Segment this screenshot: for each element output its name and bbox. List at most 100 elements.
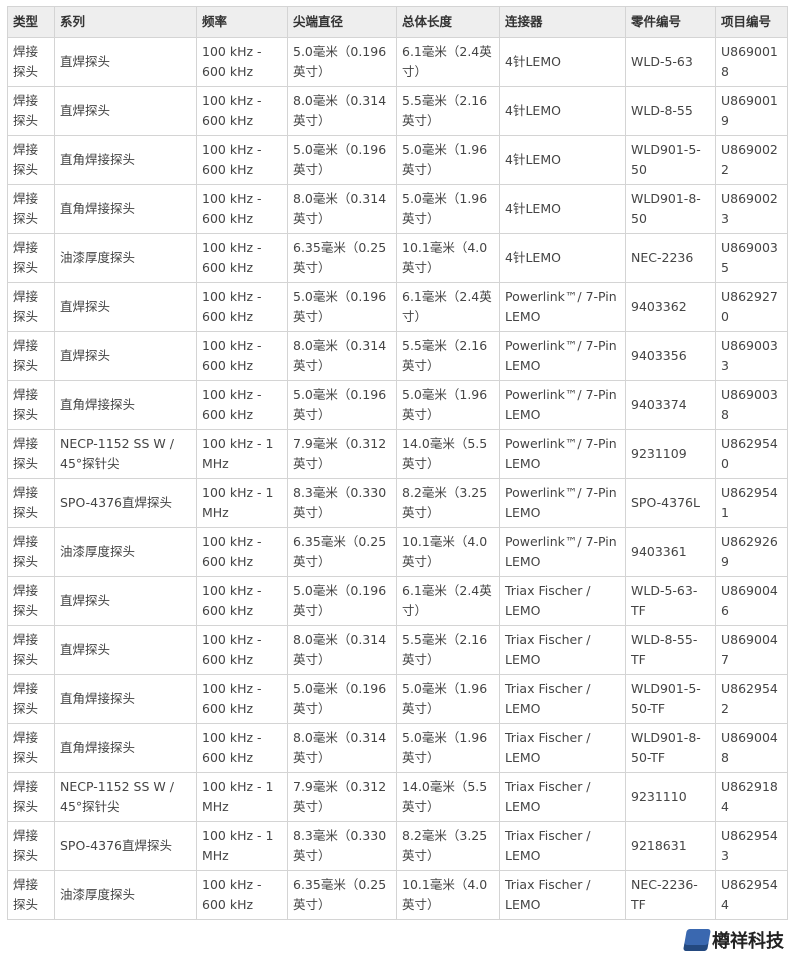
table-cell: 6.1毫米（2.4英寸） (396, 37, 500, 87)
table-cell: Powerlink™/ 7-Pin LEMO (499, 380, 626, 430)
column-header: 系列 (54, 6, 197, 38)
table-cell: 直焊探头 (54, 86, 197, 136)
table-cell: 100 kHz - 600 kHz (196, 576, 288, 626)
table-cell: 8.0毫米（0.314英寸） (287, 625, 397, 675)
table-row: 焊接探头 直焊探头 100 kHz - 600 kHz 5.0毫米（0.196英寸） 6… (7, 37, 788, 87)
table-cell: 焊接探头 (7, 233, 55, 283)
table-cell: 焊接探头 (7, 282, 55, 332)
table-cell: WLD-8-55 (625, 86, 716, 136)
table-cell: 焊接探头 (7, 527, 55, 577)
table-cell: 焊接探头 (7, 429, 55, 479)
table-row: 焊接探头 直角焊接探头 100 kHz - 600 kHz 5.0毫米（0.196英寸… (7, 380, 788, 430)
table-cell: 4针LEMO (499, 37, 626, 87)
table-cell: U8629270 (715, 282, 788, 332)
table-cell: 100 kHz - 1 MHz (196, 478, 288, 528)
table-cell: 14.0毫米（5.5英寸） (396, 429, 500, 479)
table-cell: Triax Fischer / LEMO (499, 576, 626, 626)
header-row: 类型 系列 频率 尖端直径 总体长度 连接器 零件编号 项目编号 (7, 6, 788, 38)
column-header: 频率 (196, 6, 288, 38)
table-cell: 直焊探头 (54, 625, 197, 675)
table-cell: 5.0毫米（1.96英寸） (396, 723, 500, 773)
table-cell: U8690047 (715, 625, 788, 675)
table-cell: 9403362 (625, 282, 716, 332)
table-row: 焊接探头 直焊探头 100 kHz - 600 kHz 8.0毫米（0.314英寸） 5… (7, 625, 788, 675)
table-cell: 油漆厚度探头 (54, 527, 197, 577)
table-cell: 4针LEMO (499, 184, 626, 234)
table-cell: U8690048 (715, 723, 788, 773)
table-cell: 8.0毫米（0.314英寸） (287, 723, 397, 773)
table-cell: SPO-4376直焊探头 (54, 821, 197, 871)
table-cell: 5.0毫米（0.196英寸） (287, 674, 397, 724)
table-cell: U8629184 (715, 772, 788, 822)
table-row: 焊接探头 NECP-1152 SS W / 45°探针尖 100 kHz - 1 M… (7, 772, 788, 822)
table-cell: U8690035 (715, 233, 788, 283)
table-cell: U8690019 (715, 86, 788, 136)
table-cell: U8690033 (715, 331, 788, 381)
table-cell: 6.1毫米（2.4英寸） (396, 282, 500, 332)
table-cell: 100 kHz - 600 kHz (196, 233, 288, 283)
table-cell: 8.0毫米（0.314英寸） (287, 331, 397, 381)
table-cell: 8.0毫米（0.314英寸） (287, 184, 397, 234)
table-cell: 焊接探头 (7, 576, 55, 626)
table-row: 焊接探头 NECP-1152 SS W / 45°探针尖 100 kHz - 1 M… (7, 429, 788, 479)
table-cell: Triax Fischer / LEMO (499, 625, 626, 675)
table-cell: 100 kHz - 600 kHz (196, 380, 288, 430)
table-cell: U8629541 (715, 478, 788, 528)
table-cell: 100 kHz - 1 MHz (196, 821, 288, 871)
table-cell: 100 kHz - 600 kHz (196, 37, 288, 87)
table-cell: Triax Fischer / LEMO (499, 821, 626, 871)
table-cell: 4针LEMO (499, 135, 626, 185)
table-cell: 直角焊接探头 (54, 184, 197, 234)
table-cell: 100 kHz - 600 kHz (196, 331, 288, 381)
table-cell: 焊接探头 (7, 37, 55, 87)
table-cell: NECP-1152 SS W / 45°探针尖 (54, 772, 197, 822)
table-cell: WLD901-5-50 (625, 135, 716, 185)
table-cell: 焊接探头 (7, 723, 55, 773)
table-cell: U8629542 (715, 674, 788, 724)
logo-icon (683, 929, 711, 951)
table-cell: 100 kHz - 600 kHz (196, 723, 288, 773)
table-cell: 6.35毫米（0.25英寸） (287, 527, 397, 577)
column-header: 零件编号 (625, 6, 716, 38)
watermark-text: 樽祥科技 (712, 931, 784, 952)
table-cell: 10.1毫米（4.0英寸） (396, 233, 500, 283)
table-cell: 焊接探头 (7, 821, 55, 871)
table-cell: 焊接探头 (7, 135, 55, 185)
table-row: 焊接探头 直焊探头 100 kHz - 600 kHz 5.0毫米（0.196英寸） 6… (7, 282, 788, 332)
table-cell: 5.0毫米（1.96英寸） (396, 674, 500, 724)
table-cell: SPO-4376直焊探头 (54, 478, 197, 528)
table-cell: 直角焊接探头 (54, 674, 197, 724)
table-cell: WLD901-5-50-TF (625, 674, 716, 724)
table-cell: 直焊探头 (54, 37, 197, 87)
table-cell: 5.0毫米（1.96英寸） (396, 184, 500, 234)
table-cell: 6.35毫米（0.25英寸） (287, 870, 397, 920)
table-cell: U8629544 (715, 870, 788, 920)
table-cell: SPO-4376L (625, 478, 716, 528)
probe-table: 类型 系列 频率 尖端直径 总体长度 连接器 零件编号 项目编号 焊接探头 直焊探头 100 kH… (7, 6, 788, 920)
table-cell: U8690038 (715, 380, 788, 430)
table-row: 焊接探头 直角焊接探头 100 kHz - 600 kHz 5.0毫米（0.196英寸… (7, 674, 788, 724)
table-cell: 5.0毫米（0.196英寸） (287, 576, 397, 626)
table-cell: 100 kHz - 600 kHz (196, 184, 288, 234)
table-cell: 直角焊接探头 (54, 380, 197, 430)
column-header: 类型 (7, 6, 55, 38)
table-cell: 5.5毫米（2.16英寸） (396, 625, 500, 675)
column-header: 总体长度 (396, 6, 500, 38)
table-cell: 9403356 (625, 331, 716, 381)
table-cell: 100 kHz - 1 MHz (196, 429, 288, 479)
table-cell: U8690046 (715, 576, 788, 626)
table-row: 焊接探头 油漆厚度探头 100 kHz - 600 kHz 6.35毫米（0.25英寸… (7, 233, 788, 283)
table-cell: Triax Fischer / LEMO (499, 870, 626, 920)
table-cell: 100 kHz - 600 kHz (196, 282, 288, 332)
table-cell: 焊接探头 (7, 870, 55, 920)
table-cell: U8629269 (715, 527, 788, 577)
table-cell: Powerlink™/ 7-Pin LEMO (499, 282, 626, 332)
table-cell: WLD-8-55-TF (625, 625, 716, 675)
table-cell: 直角焊接探头 (54, 723, 197, 773)
table-cell: 5.0毫米（1.96英寸） (396, 380, 500, 430)
watermark: 樽祥科技 (681, 925, 788, 955)
table-cell: NECP-1152 SS W / 45°探针尖 (54, 429, 197, 479)
table-cell: 6.1毫米（2.4英寸） (396, 576, 500, 626)
table-cell: 100 kHz - 600 kHz (196, 674, 288, 724)
table-cell: U8690022 (715, 135, 788, 185)
